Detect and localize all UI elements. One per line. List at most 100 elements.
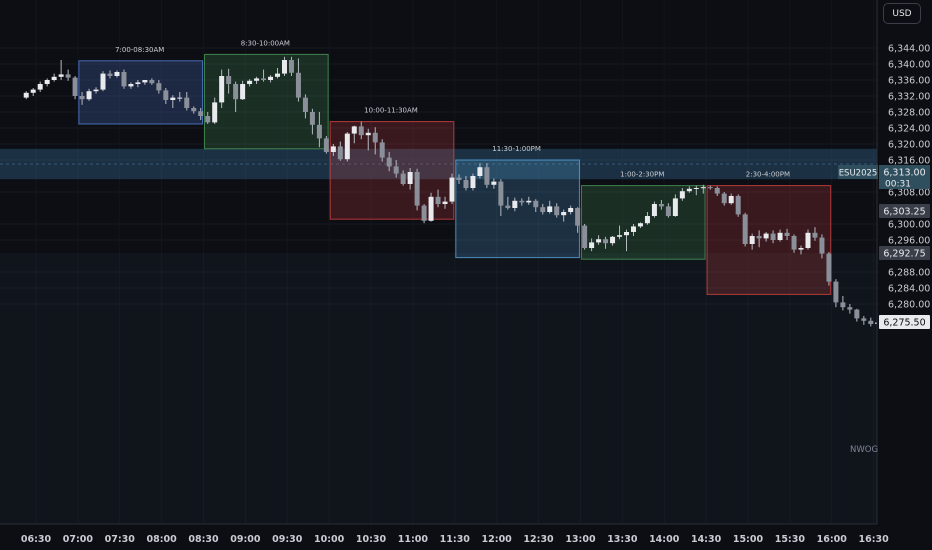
candles [23,56,881,330]
candle-body [672,198,678,216]
candle-body [302,97,308,112]
candle-body [826,253,832,282]
candle-body [184,97,190,108]
price-tick-label: 6,288.00 [888,268,930,279]
time-tick-label: 08:00 [147,534,178,545]
price-tick-label: 6,328.00 [888,108,930,119]
candle-body [393,166,399,174]
candle-body [449,177,455,202]
price-tick-label: 6,296.00 [888,236,930,247]
time-tick-label: 16:00 [817,534,848,545]
candle-body [610,236,616,244]
time-tick-label: 11:30 [440,534,471,545]
candle-body [268,76,274,80]
candle-body [386,157,392,167]
price-tick-label: 6,316.00 [888,156,930,167]
candle-body [254,78,260,81]
lower-shade-zone [0,253,877,524]
candle-body [714,188,720,194]
candle-body [665,206,671,216]
candle-body [428,196,434,221]
candle-body [344,133,350,160]
candle-body [337,146,343,160]
session-box [580,185,706,260]
candle-body [107,73,113,76]
time-tick-label: 13:00 [565,534,596,545]
price-axis-panel[interactable] [877,0,932,524]
candle-body [240,84,246,100]
candle-body [721,193,727,204]
candle-body [156,83,162,91]
time-axis-panel[interactable] [0,524,932,550]
candle-body [351,126,357,134]
candle-body [533,200,539,208]
candle-body [295,72,301,98]
time-axis: 06:30 07:00 07:30 08:00 08:30 09:00 09:30 10:00… [21,534,889,545]
last-price-badge [879,165,930,189]
time-tick-label: 07:30 [105,534,136,545]
session-label: 1:00-2:30PM [620,171,664,179]
candle-body [100,73,106,90]
candle-body [624,232,630,236]
price-tick-label: 6,320.00 [888,140,930,151]
candle-body [575,208,581,226]
candle-body [121,72,127,87]
price-tick-label: 6,344.00 [888,44,930,55]
candle-body [644,216,650,224]
price-badge-label: 6,275.50 [883,318,925,329]
candle-body [763,233,769,239]
candle-body [414,172,420,206]
zone-label: NWOG [850,445,878,455]
candle-body [456,177,462,180]
bar-countdown: 00:31 [885,180,911,190]
time-tick-label: 07:00 [63,534,94,545]
candle-body [275,73,281,77]
candle-body [700,187,706,189]
price-tick-label: 6,300.00 [888,220,930,231]
candle-body [596,239,602,243]
candle-body [498,181,504,206]
candle-body [707,187,713,189]
candle-body [149,80,155,84]
price-badges: 6,303.25 6,292.75 6,275.50 ESU2025 6,313.000… [838,165,930,329]
session-box [78,60,204,125]
session-box [455,159,580,259]
price-tick-label: 6,280.00 [888,300,930,311]
candle-body [379,142,385,158]
candle-body [833,281,839,303]
candle-body [840,302,846,308]
candle-body [128,84,134,87]
candle-body [679,191,685,199]
candle-body [861,318,867,321]
candle-body [330,146,336,152]
candle-body [568,208,574,212]
candle-body [651,204,657,216]
candle-body [637,223,643,227]
candle-body [868,320,874,324]
candle-body [728,196,734,204]
price-tick-label: 6,340.00 [888,60,930,71]
session-label: 2:30-4:00PM [746,171,790,179]
candle-body [51,76,57,80]
candle-body [198,111,204,116]
price-badge [879,315,930,329]
candle-body [288,60,294,73]
candle-body [756,236,762,239]
candle-body [435,196,441,204]
candle-body [791,236,797,250]
candle-body [658,204,664,207]
price-tick-label: 6,324.00 [888,124,930,135]
candle-body [233,84,239,100]
candle-body [261,78,267,80]
candle-body [554,206,560,216]
candle-body [477,167,483,176]
currency-button[interactable]: USD [883,3,921,24]
candle-body [142,80,148,83]
candle-body [358,126,364,136]
price-axis: 6,344.00 6,340.00 6,336.00 6,332.00 6,328.00… [888,44,930,311]
session-label: 7:00-08:30AM [115,46,164,54]
time-tick-label: 14:30 [691,534,722,545]
candle-body [603,239,609,244]
candle-body [805,232,811,248]
